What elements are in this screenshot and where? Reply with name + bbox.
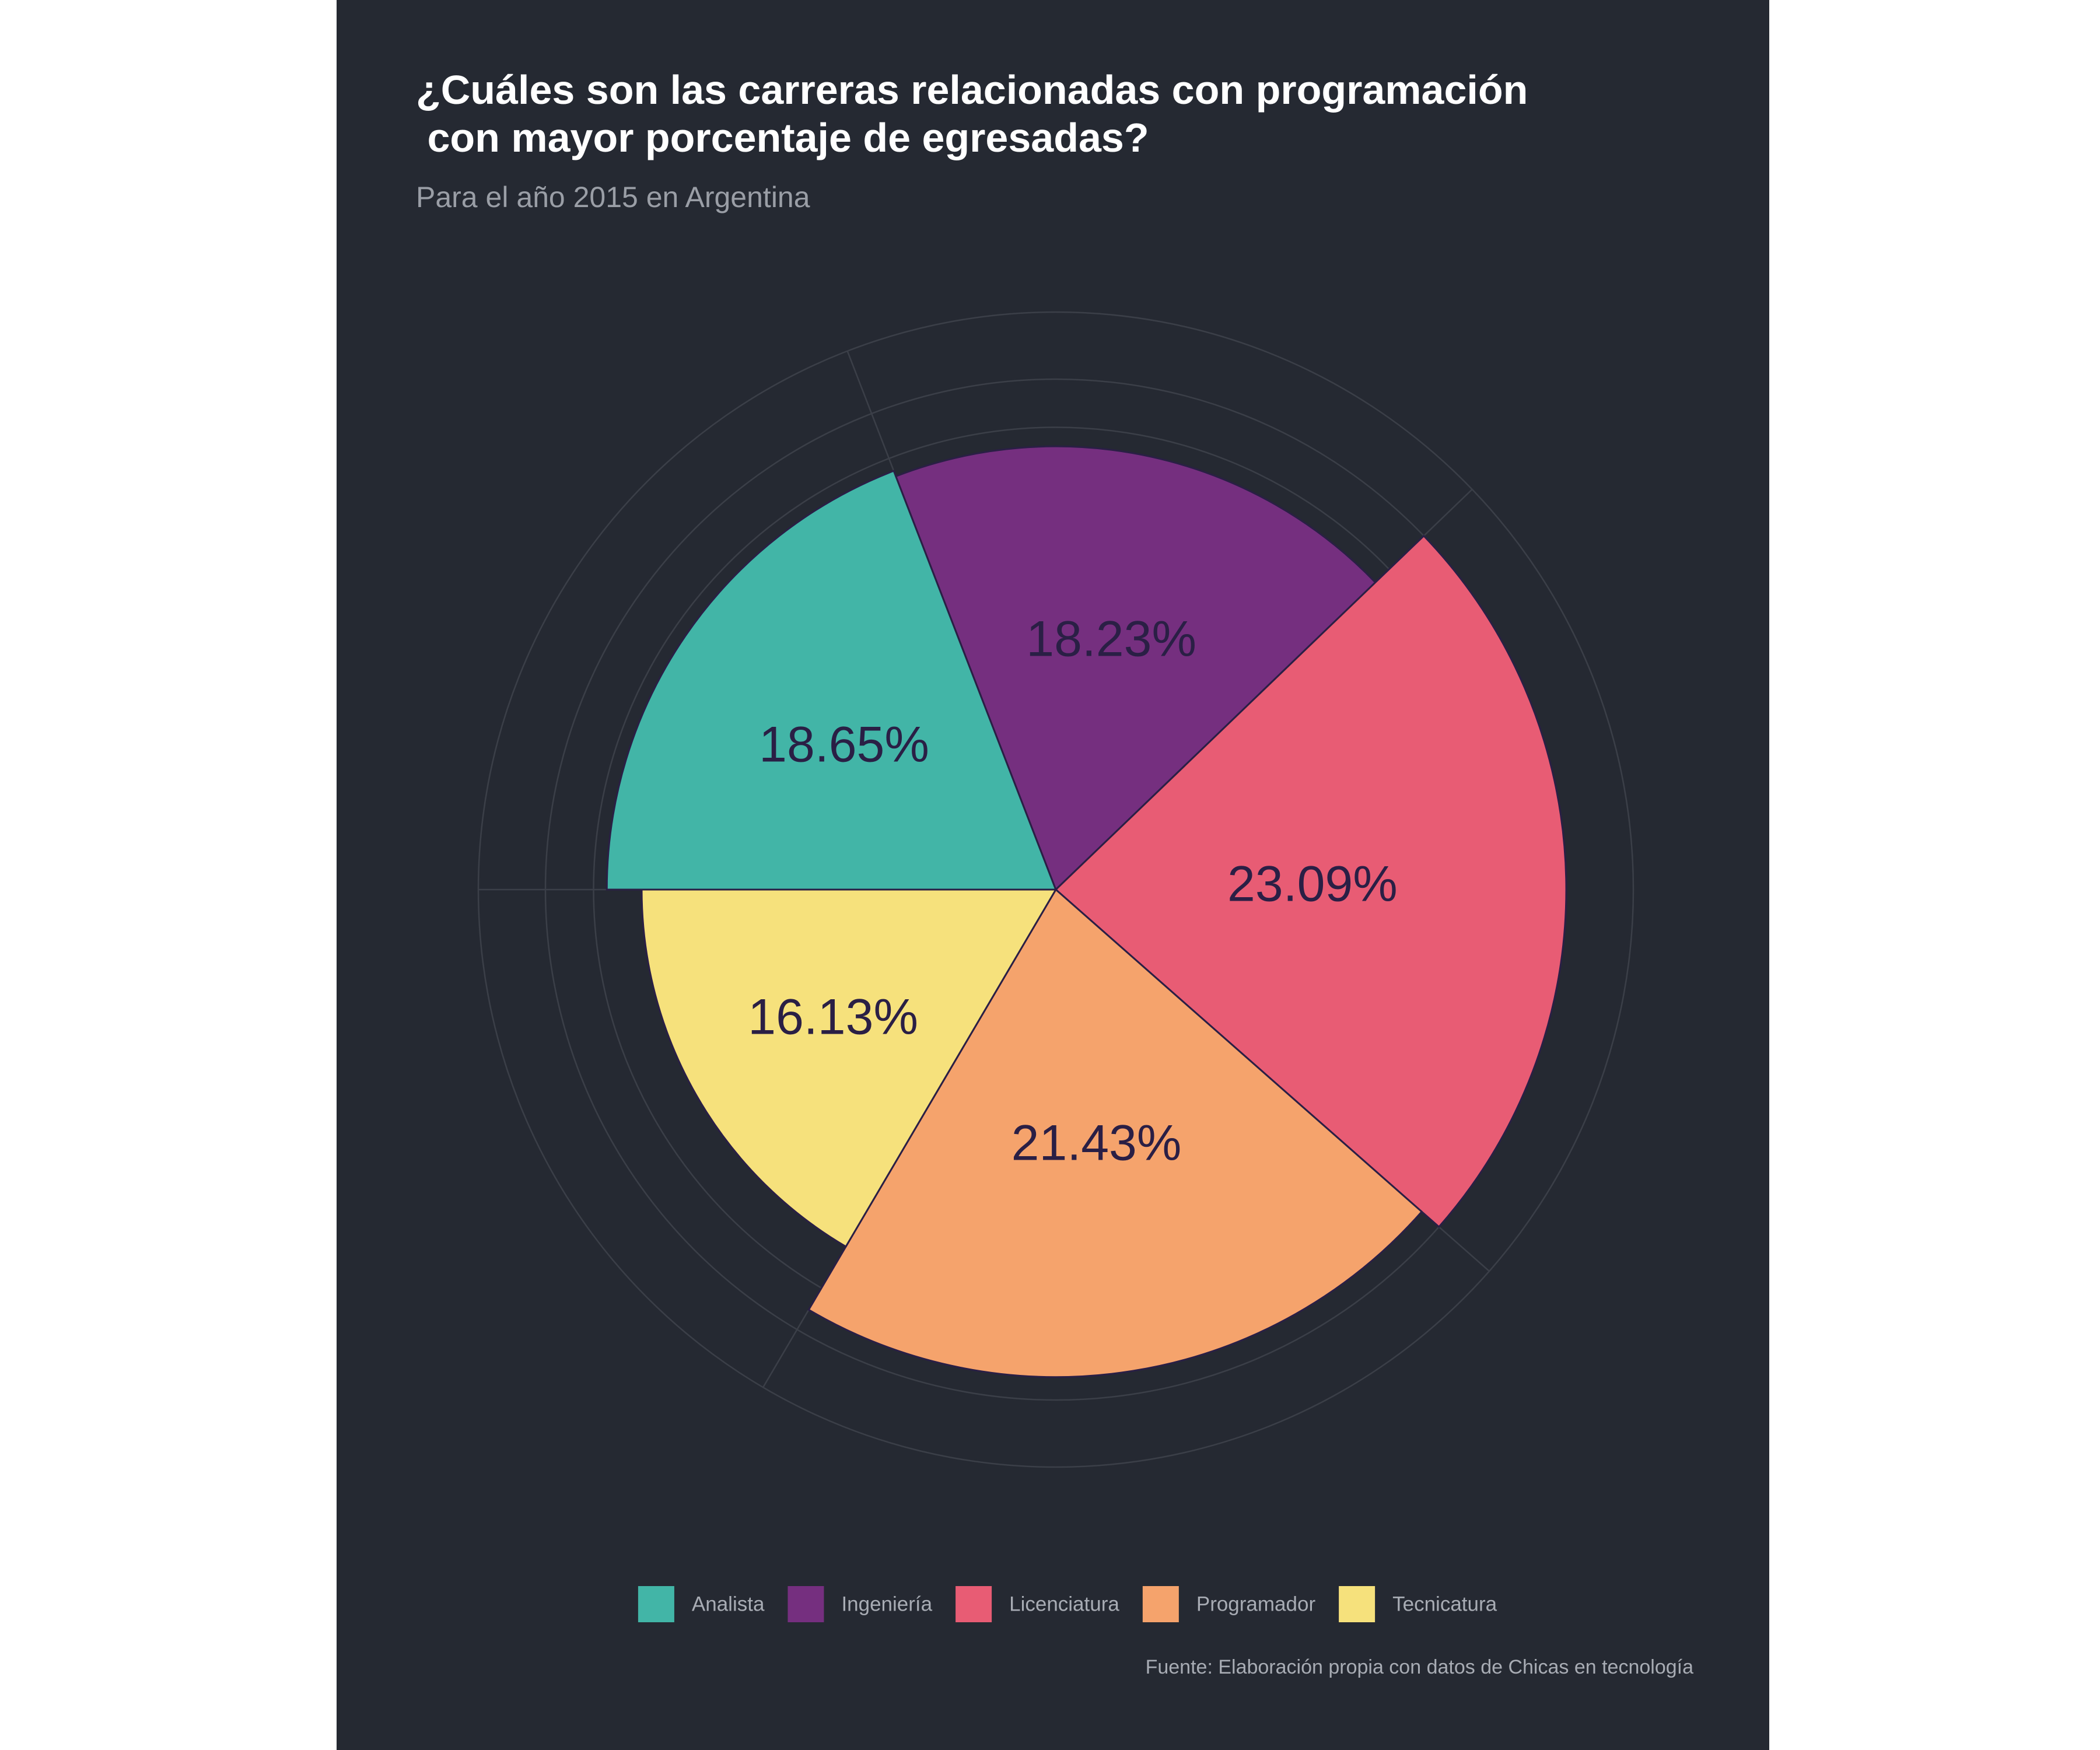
pie-slice-tecnicatura bbox=[640, 888, 1058, 1248]
legend-key-ingeniería bbox=[788, 1586, 824, 1622]
legend-key-tecnicatura bbox=[1339, 1586, 1376, 1622]
legend-label-programador: Programador bbox=[1196, 1593, 1316, 1616]
pie-slice-programador bbox=[807, 888, 1423, 1378]
slice-label-licenciatura: 23.09% bbox=[1227, 856, 1398, 912]
slice-label-tecnicatura: 16.13% bbox=[748, 989, 918, 1045]
chart-caption: Fuente: Elaboración propia con datos de … bbox=[1146, 1656, 1693, 1678]
legend-key-analista bbox=[638, 1586, 674, 1622]
legend-label-ingeniería: Ingeniería bbox=[841, 1593, 932, 1616]
slice-label-analista: 18.65% bbox=[759, 716, 929, 772]
legend-label-analista: Analista bbox=[692, 1593, 765, 1616]
legend-label-licenciatura: Licenciatura bbox=[1009, 1593, 1119, 1616]
pie-slice-licenciatura bbox=[1054, 534, 1567, 1228]
pie-slices bbox=[606, 445, 1567, 1378]
slice-labels: 18.65% 18.23% 23.09% 21.43% 16.13% bbox=[748, 611, 1397, 1171]
slice-label-ingeniería: 18.23% bbox=[1026, 611, 1196, 667]
legend-key-licenciatura bbox=[956, 1586, 992, 1622]
chart-title-line-1: ¿Cuáles son las carreras relacionadas co… bbox=[416, 67, 1528, 113]
slice-label-programador: 21.43% bbox=[1012, 1115, 1182, 1171]
chart-title-line-2: con mayor porcentaje de egresadas? bbox=[416, 115, 1149, 160]
legend-label-tecnicatura: Tecnicatura bbox=[1392, 1593, 1497, 1616]
legend: Analista Ingeniería Licenciatura Programado… bbox=[638, 1586, 1497, 1622]
pie-slice-analista bbox=[606, 470, 1058, 891]
pie-slice-ingeniería bbox=[894, 445, 1377, 891]
chart-title: ¿Cuáles son las carreras relacionadas co… bbox=[416, 67, 1528, 160]
chart-subtitle: Para el año 2015 en Argentina bbox=[416, 181, 810, 214]
legend-key-programador bbox=[1142, 1586, 1179, 1622]
